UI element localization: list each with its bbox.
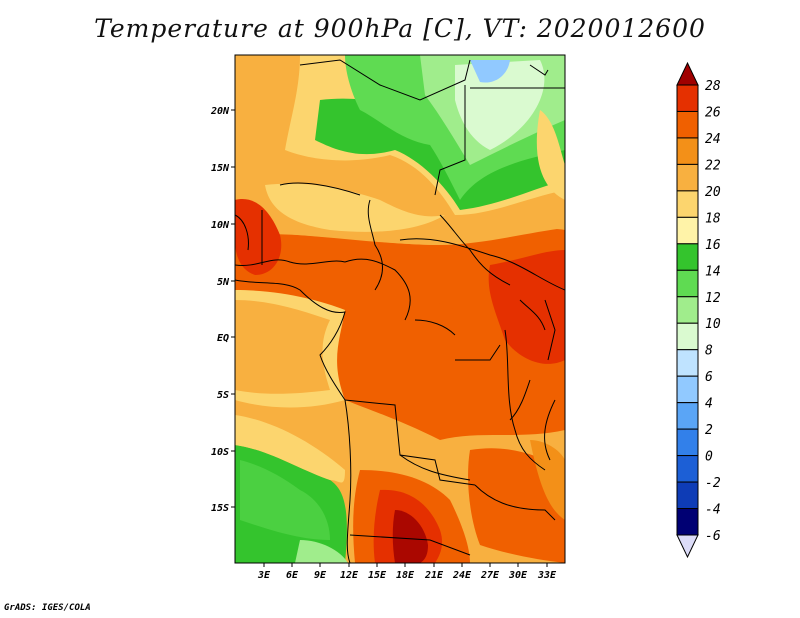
colorbar-swatch — [676, 110, 699, 139]
colorbar-label: 8 — [705, 344, 713, 359]
colorbar-label: 24 — [705, 132, 721, 147]
lat-label-eq: EQ — [217, 333, 229, 344]
lat-label-15n: 15N — [211, 163, 230, 174]
colorbar-label: 18 — [705, 211, 721, 226]
lat-label-5n: 5N — [217, 277, 230, 288]
lon-label-18e: 18E — [396, 570, 415, 581]
colorbar-swatch — [676, 163, 699, 192]
grads-credit: GrADS: IGES/COLA — [4, 603, 91, 613]
lat-label-20n: 20N — [210, 106, 230, 117]
colorbar-label: -6 — [705, 529, 721, 544]
lat-label-10n: 10N — [211, 220, 230, 231]
colorbar-swatch — [676, 481, 699, 510]
lat-label-10s: 10S — [211, 447, 229, 458]
colorbar-label: 22 — [705, 158, 721, 173]
colorbar-swatch — [676, 428, 699, 457]
lat-label-15s: 15S — [211, 503, 229, 514]
lon-label-15e: 15E — [368, 570, 387, 581]
map-frame — [234, 54, 566, 564]
longitude-axis: 3E 6E 9E 12E 15E 18E 21E 24E 27E 30E 33E — [257, 563, 557, 581]
colorbar-swatch — [676, 508, 699, 536]
colorbar-label: 6 — [705, 370, 713, 385]
lon-label-24e: 24E — [452, 570, 472, 581]
colorbar-label: 14 — [705, 264, 721, 279]
colorbar-swatch — [676, 137, 699, 165]
colorbar-swatch — [676, 322, 699, 351]
colorbar-label: 28 — [705, 79, 721, 94]
lon-label-27e: 27E — [480, 570, 500, 581]
lon-label-6e: 6E — [286, 570, 299, 581]
colorbar-swatch — [676, 349, 699, 377]
colorbar-label: 12 — [705, 291, 721, 306]
lon-label-21e: 21E — [424, 570, 444, 581]
map-title: Temperature at 900hPa [C], VT: 202001260… — [94, 14, 706, 43]
colorbar-label: 20 — [705, 185, 721, 200]
colorbar-swatch — [676, 269, 699, 298]
latitude-axis: 20N 15N 10N 5N EQ 5S 10S 15S — [210, 106, 235, 514]
temperature-field — [235, 55, 565, 563]
colorbar-label: 10 — [705, 317, 721, 332]
colorbar-swatch — [676, 190, 699, 218]
colorbar-label: 2 — [705, 423, 713, 438]
colorbar-top-arrow — [676, 61, 699, 86]
lon-label-3e: 3E — [257, 570, 271, 581]
colorbar-label: 26 — [705, 105, 721, 120]
colorbar-swatch — [676, 84, 699, 112]
colorbar-swatch — [676, 296, 699, 324]
lon-label-9e: 9E — [314, 570, 327, 581]
lat-label-5s: 5S — [217, 390, 229, 401]
colorbar-swatch — [676, 455, 699, 483]
colorbar-label: 0 — [705, 450, 713, 465]
colorbar-label: -4 — [705, 503, 721, 518]
colorbar-swatch — [676, 243, 699, 271]
colorbar-swatch — [676, 402, 699, 430]
lon-label-12e: 12E — [340, 570, 359, 581]
lon-label-33e: 33E — [537, 570, 557, 581]
colorbar-label: -2 — [705, 476, 721, 491]
lon-label-30e: 30E — [508, 570, 528, 581]
colorbar-bottom-arrow — [676, 534, 699, 559]
colorbar-swatch — [676, 375, 699, 404]
colorbar-label: 4 — [705, 397, 713, 412]
colorbar-label: 16 — [705, 238, 721, 253]
country-borders — [235, 59, 565, 563]
colorbar-swatch — [676, 216, 699, 245]
